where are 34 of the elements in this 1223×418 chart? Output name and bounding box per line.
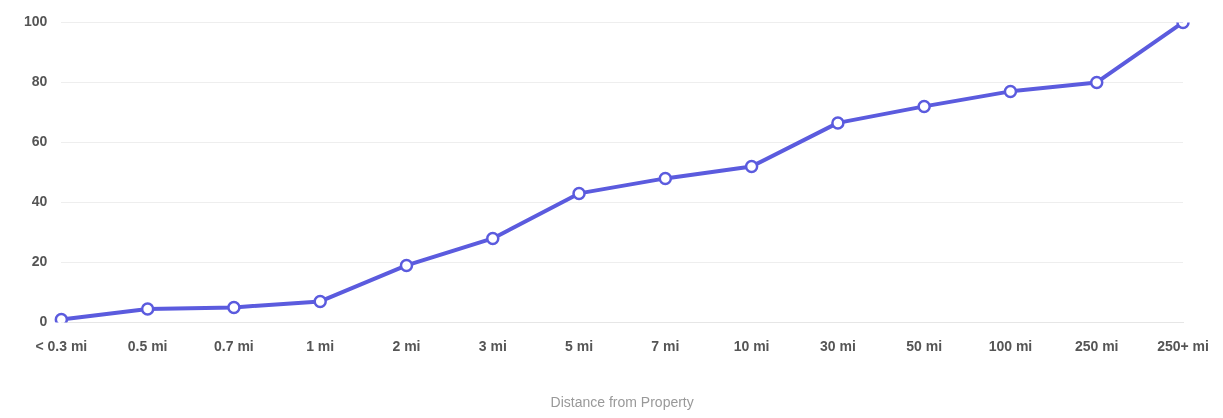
x-tick-label: 0.7 mi — [214, 337, 254, 354]
point — [399, 258, 414, 273]
point — [140, 302, 155, 316]
point — [831, 116, 845, 130]
point — [227, 300, 241, 315]
y-tick-label: 40 — [31, 193, 48, 210]
y-tick-label: 60 — [31, 133, 48, 150]
y-tick-label: 100 — [24, 13, 48, 30]
x-tick-label: 3 mi — [478, 337, 507, 354]
x-tick-label: 7 mi — [651, 337, 680, 354]
x-tick-label: 30 mi — [819, 337, 856, 354]
x-tick-label: 2 mi — [392, 337, 421, 354]
point — [744, 159, 759, 174]
point — [313, 294, 327, 309]
x-tick-label: 1 mi — [306, 337, 335, 354]
point — [917, 99, 931, 114]
point — [54, 312, 69, 323]
point — [486, 231, 500, 246]
point — [1089, 75, 1104, 90]
x-tick-label: 5 mi — [565, 337, 594, 354]
x-tick-label: 100 mi — [988, 337, 1033, 354]
y-tick-label: 0 — [39, 313, 48, 330]
y-tick-label: 80 — [31, 73, 48, 90]
x-tick-label: 250 mi — [1074, 337, 1119, 354]
x-tick-label: < 0.3 mi — [35, 337, 88, 354]
x-tick-label: 250+ mi — [1157, 337, 1209, 354]
point — [658, 171, 673, 186]
x-tick-label: 0.5 mi — [127, 337, 168, 354]
x-tick-label: 10 mi — [733, 337, 770, 354]
x-tick-label: 50 mi — [906, 337, 943, 354]
x-axis-title: Distance from Property — [550, 394, 694, 411]
point — [572, 186, 586, 201]
point — [1003, 84, 1018, 99]
y-tick-label: 20 — [31, 253, 48, 270]
